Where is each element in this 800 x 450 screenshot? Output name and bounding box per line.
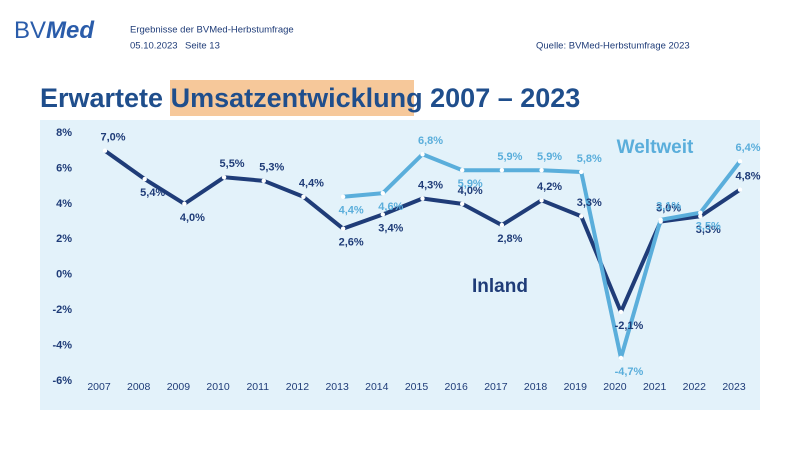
value-label: 4,0% xyxy=(180,212,205,224)
plot-area xyxy=(40,120,760,410)
value-label: 4,4% xyxy=(299,178,324,190)
point xyxy=(737,187,743,192)
value-label: 5,9% xyxy=(458,178,483,190)
x-tick-label: 2009 xyxy=(167,381,191,393)
value-label: 4,3% xyxy=(418,179,443,191)
x-tick-label: 2012 xyxy=(286,381,310,393)
point xyxy=(261,178,266,184)
point xyxy=(340,226,346,231)
x-tick-label: 2018 xyxy=(524,381,548,393)
y-tick-label: 4% xyxy=(56,198,72,210)
y-tick-label: 8% xyxy=(56,127,72,139)
x-tick-label: 2016 xyxy=(445,381,469,393)
series-name: Weltweit xyxy=(617,137,694,158)
point xyxy=(539,198,544,203)
point xyxy=(459,201,465,207)
point xyxy=(499,222,505,228)
x-tick-label: 2013 xyxy=(325,381,349,393)
value-label: 3,1% xyxy=(656,201,681,213)
logo: BVMed xyxy=(14,17,95,44)
value-label: 4,0% xyxy=(458,185,483,197)
value-label: 2,8% xyxy=(497,233,522,245)
value-label: 5,9% xyxy=(537,151,562,163)
point xyxy=(499,168,505,173)
value-label: 4,2% xyxy=(537,181,562,193)
value-label: -2,1% xyxy=(615,320,644,332)
point xyxy=(658,217,663,222)
value-label: 7,0% xyxy=(100,132,125,144)
point xyxy=(420,196,425,201)
point xyxy=(579,214,584,219)
x-tick-label: 2014 xyxy=(365,381,389,393)
y-tick-label: -4% xyxy=(52,339,72,351)
value-label: 4,4% xyxy=(339,205,364,217)
point xyxy=(340,194,346,199)
x-tick-label: 2020 xyxy=(603,381,627,393)
x-tick-label: 2008 xyxy=(127,381,151,393)
series-name: Inland xyxy=(472,276,528,297)
point xyxy=(618,309,624,315)
value-label: 4,8% xyxy=(735,171,760,183)
y-tick-label: 2% xyxy=(56,233,72,245)
x-tick-label: 2011 xyxy=(246,381,269,393)
y-tick-label: -6% xyxy=(52,375,72,387)
point xyxy=(221,175,227,180)
value-label: 5,3% xyxy=(259,162,284,174)
point xyxy=(380,191,386,196)
x-tick-label: 2019 xyxy=(564,381,588,393)
value-label: 5,9% xyxy=(497,151,522,163)
point xyxy=(420,152,425,157)
point xyxy=(102,148,108,153)
point xyxy=(737,159,743,164)
title-highlight xyxy=(170,80,414,116)
title-part: Umsatzentwicklung xyxy=(171,83,423,113)
x-tick-label: 2022 xyxy=(683,381,707,393)
title-part: 2007 – 2023 xyxy=(430,83,580,113)
source: Quelle: BVMed-Herbstumfrage 2023 xyxy=(536,41,690,52)
title-part: Erwartete xyxy=(40,83,163,113)
value-label: 3,4% xyxy=(378,222,403,234)
point xyxy=(301,194,306,199)
value-label: 5,8% xyxy=(577,153,602,165)
x-tick-label: 2021 xyxy=(643,381,667,393)
plot: -6% -4% -2% 0% 2% 4% 6% 8% 2007 2008 2009 2010 2011 2… xyxy=(52,127,760,393)
y-tick-label: 6% xyxy=(56,162,72,174)
point xyxy=(182,201,187,207)
point xyxy=(539,168,544,173)
chart-title: Erwartete Umsatzentwicklung 2007 – 2023 xyxy=(40,83,580,113)
value-label: 3,5% xyxy=(696,221,721,233)
point xyxy=(380,212,386,217)
value-label: 5,5% xyxy=(220,158,245,170)
logo-bv: BV xyxy=(14,17,46,44)
subtitle: Ergebnisse der BVMed-Herbstumfrage xyxy=(130,25,294,36)
x-tick-label: 2007 xyxy=(87,381,111,393)
date: 05.10.2023 xyxy=(130,41,178,52)
point xyxy=(579,169,584,175)
page: Seite 13 xyxy=(185,41,220,52)
point xyxy=(618,355,624,361)
point xyxy=(459,168,465,173)
value-label: 6,4% xyxy=(735,142,760,154)
value-label: 4,6% xyxy=(378,201,403,213)
y-tick-label: -2% xyxy=(52,304,72,316)
y-tick-label: 0% xyxy=(56,269,72,281)
point xyxy=(698,210,703,215)
value-label: 3,0% xyxy=(656,202,681,214)
x-tick-label: 2015 xyxy=(405,381,429,393)
value-label: -4,7% xyxy=(615,366,644,378)
x-tick-label: 2023 xyxy=(722,381,746,393)
value-label: 3,3% xyxy=(696,224,721,236)
point xyxy=(142,176,147,182)
logo-med: Med xyxy=(46,17,95,44)
value-label: 6,8% xyxy=(418,135,443,147)
point xyxy=(698,214,703,219)
value-label: 3,3% xyxy=(577,197,602,209)
x-tick-label: 2017 xyxy=(484,381,508,393)
value-label: 5,4% xyxy=(140,187,165,199)
value-label: 2,6% xyxy=(339,237,364,249)
x-tick-label: 2010 xyxy=(206,381,230,393)
